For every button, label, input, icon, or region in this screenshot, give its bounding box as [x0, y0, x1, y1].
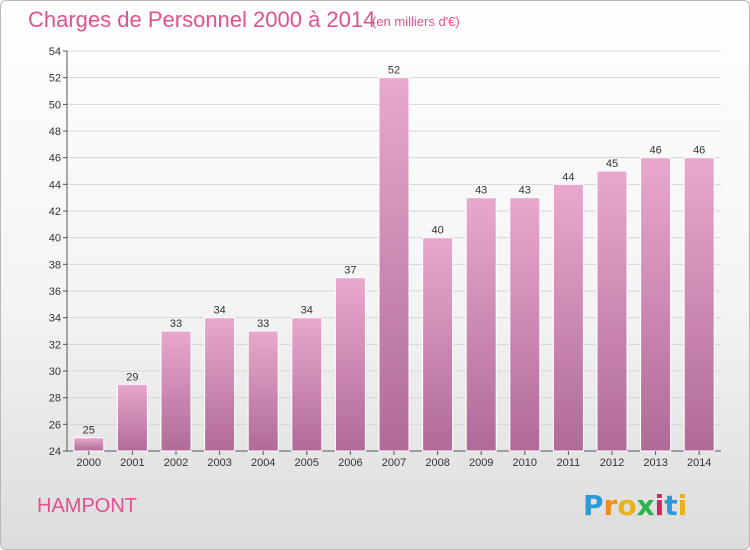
bar [422, 237, 454, 452]
y-tick-label: 26 [49, 419, 61, 431]
y-tick-label: 24 [49, 446, 61, 458]
x-tick-label: 2005 [295, 457, 319, 469]
bar [683, 157, 715, 452]
bar-value-label: 33 [170, 318, 182, 330]
y-tick-label: 30 [49, 366, 61, 378]
x-tick-label: 2000 [77, 457, 101, 469]
bar-value-label: 25 [83, 425, 95, 437]
bar-value-label: 33 [257, 318, 269, 330]
bar [465, 197, 497, 452]
x-tick-label: 2007 [382, 457, 406, 469]
x-tick-label: 2004 [251, 457, 275, 469]
logo-letter: r [603, 489, 618, 522]
y-tick-label: 36 [49, 286, 61, 298]
x-tick-label: 2013 [643, 457, 667, 469]
x-tick-label: 2014 [687, 457, 711, 469]
bar [160, 330, 192, 452]
y-tick-label: 44 [49, 179, 61, 191]
bar [552, 183, 584, 452]
x-tick-label: 2002 [164, 457, 188, 469]
x-tick-label: 2003 [207, 457, 231, 469]
bar [596, 170, 628, 452]
bar-value-label: 45 [606, 158, 618, 170]
bar [334, 277, 366, 452]
bar-value-label: 46 [693, 145, 705, 157]
bar [291, 317, 323, 452]
bar [509, 197, 541, 452]
x-tick-label: 2012 [600, 457, 624, 469]
y-tick-label: 46 [49, 153, 61, 165]
y-tick-label: 28 [49, 393, 61, 405]
bar [640, 157, 672, 452]
bar-value-label: 34 [301, 305, 313, 317]
bar [204, 317, 236, 452]
logo-letter: o [617, 489, 637, 522]
y-tick-label: 32 [49, 339, 61, 351]
bar-value-label: 29 [126, 371, 138, 383]
x-tick-label: 2011 [557, 457, 581, 469]
chart-subtitle: (en milliers d'€) [372, 14, 460, 29]
proxiti-logo: Proxiti [583, 489, 687, 522]
y-tick-label: 38 [49, 259, 61, 271]
y-tick-label: 48 [49, 126, 61, 138]
logo-letter: t [664, 489, 678, 522]
x-tick-label: 2006 [338, 457, 362, 469]
bar-value-label: 37 [344, 265, 356, 277]
bar-value-label: 46 [649, 145, 661, 157]
y-tick-label: 50 [49, 99, 61, 111]
bar-value-label: 43 [475, 185, 487, 197]
x-tick-label: 2001 [120, 457, 144, 469]
logo-letter: x [636, 489, 655, 522]
logo-letter: P [583, 489, 604, 522]
bar [378, 77, 410, 452]
y-tick-label: 52 [49, 73, 61, 85]
y-tick-label: 40 [49, 233, 61, 245]
y-tick-label: 34 [49, 313, 61, 325]
bar-value-label: 34 [213, 305, 225, 317]
x-tick-label: 2009 [469, 457, 493, 469]
y-tick-label: 42 [49, 206, 61, 218]
bar [116, 383, 148, 452]
chart-title: Charges de Personnel 2000 à 2014 [28, 7, 376, 32]
bar-value-label: 44 [562, 171, 574, 183]
x-tick-label: 2008 [425, 457, 449, 469]
logo-letter: i [654, 489, 665, 522]
y-tick-label: 54 [49, 46, 61, 58]
bar-value-label: 40 [431, 225, 443, 237]
logo-letter: i [677, 489, 688, 522]
x-tick-label: 2010 [513, 457, 537, 469]
commune-name: HAMPONT [37, 495, 137, 517]
bar-value-label: 52 [388, 65, 400, 77]
bar-value-label: 43 [519, 185, 531, 197]
bar [73, 437, 105, 452]
bar [247, 330, 279, 452]
